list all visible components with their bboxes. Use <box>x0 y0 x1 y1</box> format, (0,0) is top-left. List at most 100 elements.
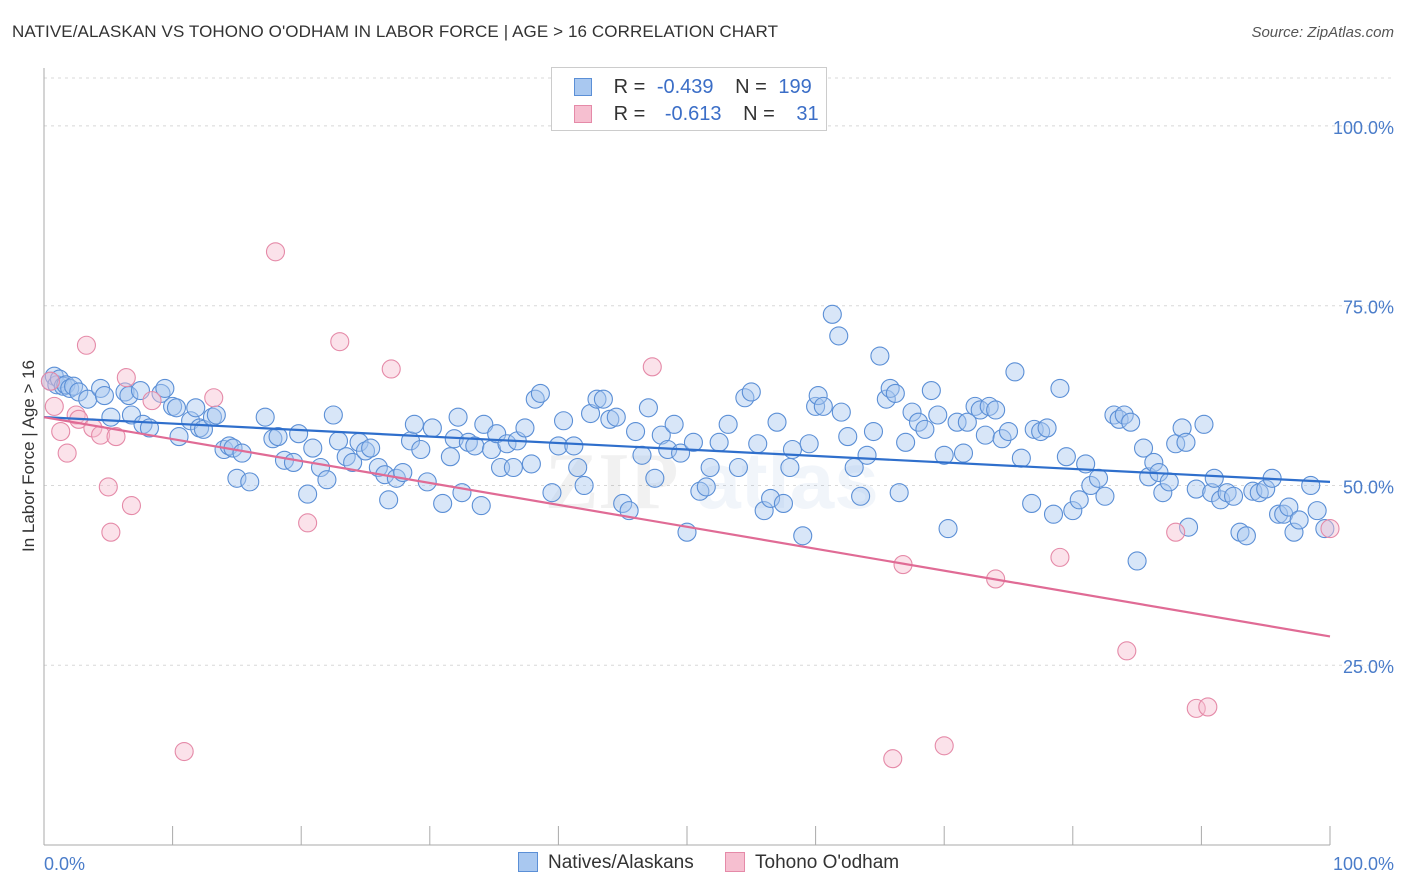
legend-item-natives: Natives/Alaskans <box>518 852 694 874</box>
point-natives-alaskans <box>1031 421 1051 442</box>
point-natives-alaskans <box>564 436 584 456</box>
point-natives-alaskans <box>240 472 260 492</box>
point-natives-alaskans <box>471 496 491 516</box>
point-tohono-oodham <box>204 388 224 408</box>
point-tohono-oodham <box>106 427 126 447</box>
point-natives-alaskans <box>101 407 121 427</box>
point-natives-alaskans <box>1081 475 1101 496</box>
point-tohono-oodham <box>1050 547 1070 567</box>
y-tick-label: 50.0% <box>1343 477 1394 497</box>
point-natives-alaskans <box>542 483 562 503</box>
grid-lines <box>44 77 1394 666</box>
point-natives-alaskans <box>998 421 1019 442</box>
point-natives-alaskans <box>422 418 442 438</box>
legend-n-label: N = <box>735 76 767 98</box>
legend-label-tohono: Tohono O'odham <box>755 852 900 873</box>
x-tick-label-max: 100.0% <box>1333 854 1394 874</box>
series-natives-alaskans <box>40 304 1335 571</box>
point-natives-alaskans <box>433 493 453 513</box>
legend-row-natives: R = -0.439 N = 199 <box>574 76 812 98</box>
point-tohono-oodham <box>121 496 141 516</box>
point-natives-alaskans <box>343 452 363 473</box>
point-natives-alaskans <box>908 412 929 432</box>
point-tohono-oodham <box>174 741 194 762</box>
point-natives-alaskans <box>1022 493 1042 513</box>
point-tohono-oodham <box>934 736 954 756</box>
point-natives-alaskans <box>580 404 601 424</box>
point-natives-alaskans <box>1178 517 1199 537</box>
point-natives-alaskans <box>1249 483 1269 503</box>
legend-r-value: -0.613 <box>664 103 722 125</box>
point-natives-alaskans <box>227 468 247 488</box>
point-natives-alaskans <box>525 389 545 409</box>
point-natives-alaskans <box>664 414 684 434</box>
point-natives-alaskans <box>1284 522 1304 542</box>
point-natives-alaskans <box>1289 510 1309 530</box>
point-natives-alaskans <box>1088 468 1109 488</box>
point-natives-alaskans <box>953 443 974 463</box>
point-natives-alaskans <box>1176 432 1196 452</box>
point-natives-alaskans <box>799 434 819 454</box>
point-natives-alaskans <box>593 389 613 409</box>
point-tohono-oodham <box>98 477 118 497</box>
y-tick-label: 75.0% <box>1343 298 1394 318</box>
point-natives-alaskans <box>404 414 424 434</box>
point-natives-alaskans <box>255 407 275 427</box>
point-natives-alaskans <box>317 470 337 490</box>
point-natives-alaskans <box>487 424 507 444</box>
point-natives-alaskans <box>880 378 900 398</box>
point-natives-alaskans <box>606 407 626 427</box>
point-tohono-oodham <box>40 371 60 391</box>
point-natives-alaskans <box>885 383 905 403</box>
point-natives-alaskans <box>1204 468 1224 488</box>
source-label: Source: ZipAtlas.com <box>1251 24 1394 41</box>
point-natives-alaskans <box>1043 504 1064 524</box>
point-natives-alaskans <box>1037 418 1057 438</box>
point-natives-alaskans <box>1256 479 1276 499</box>
point-natives-alaskans <box>1159 472 1179 492</box>
point-tohono-oodham <box>57 443 77 463</box>
point-natives-alaskans <box>626 421 646 442</box>
point-natives-alaskans <box>773 493 794 513</box>
point-natives-alaskans <box>1230 522 1250 542</box>
point-natives-alaskans <box>166 398 187 418</box>
point-natives-alaskans <box>268 427 288 447</box>
point-tohono-oodham <box>642 357 662 377</box>
point-natives-alaskans <box>379 490 399 510</box>
point-natives-alaskans <box>613 493 633 513</box>
point-natives-alaskans <box>1121 412 1141 432</box>
point-natives-alaskans <box>568 457 588 478</box>
correlation-legend: R = -0.439 N = 199 R = -0.613 N = 31 <box>551 67 827 131</box>
legend-n-label: N = <box>743 103 775 125</box>
point-natives-alaskans <box>638 398 658 418</box>
point-natives-alaskans <box>813 396 833 416</box>
point-natives-alaskans <box>548 436 568 456</box>
point-natives-alaskans <box>1050 378 1070 398</box>
point-natives-alaskans <box>1269 504 1289 524</box>
point-natives-alaskans <box>896 432 916 452</box>
point-natives-alaskans <box>863 421 884 442</box>
point-natives-alaskans <box>1279 497 1299 517</box>
point-natives-alaskans <box>767 412 787 432</box>
point-natives-alaskans <box>1095 486 1115 506</box>
point-natives-alaskans <box>975 425 995 445</box>
point-tohono-oodham <box>298 513 318 533</box>
trend-line-tohono-oodham <box>43 416 1331 638</box>
y-tick-label: 100.0% <box>1333 118 1394 138</box>
legend-item-tohono: Tohono O'odham <box>725 852 899 874</box>
point-natives-alaskans <box>870 346 890 366</box>
y-tick-label: 25.0% <box>1343 657 1394 677</box>
x-tick-label-min: 0.0% <box>44 854 85 874</box>
point-natives-alaskans <box>992 429 1012 449</box>
point-natives-alaskans <box>632 445 652 465</box>
point-natives-alaskans <box>915 419 935 439</box>
point-natives-alaskans <box>1011 448 1031 468</box>
legend-swatch-pink <box>574 105 592 123</box>
point-natives-alaskans <box>411 439 431 460</box>
point-natives-alaskans <box>645 468 665 488</box>
point-tohono-oodham <box>1166 522 1186 542</box>
point-natives-alaskans <box>587 389 607 409</box>
point-natives-alaskans <box>440 447 460 467</box>
point-natives-alaskans <box>1186 479 1206 499</box>
